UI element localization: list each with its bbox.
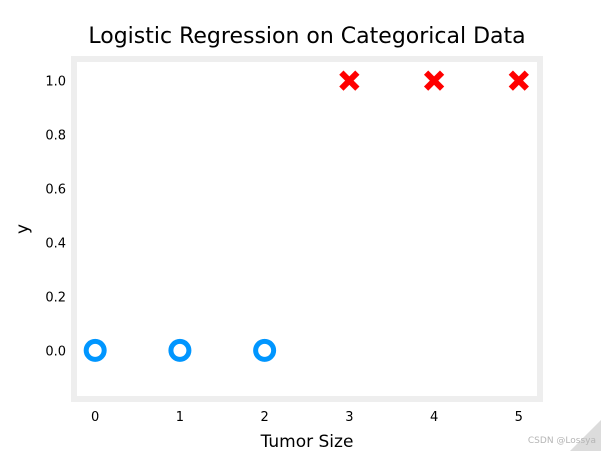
x-tick-label: 4 (430, 410, 438, 425)
circle-marker (168, 338, 192, 362)
y-tick-label: 0.4 (45, 236, 66, 251)
x-marker (508, 70, 529, 91)
x-tick-label: 2 (260, 410, 268, 425)
x-tick-label: 0 (91, 410, 99, 425)
circle-marker (253, 338, 277, 362)
y-tick-label: 0.6 (45, 183, 66, 198)
data-points (83, 70, 529, 362)
x-marker (339, 70, 360, 91)
y-tick-label: 1.0 (45, 75, 66, 90)
x-tick-label: 3 (345, 410, 353, 425)
y-tick-label: 0.2 (45, 290, 66, 305)
y-axis-ticks: 0.0 0.2 0.4 0.6 0.8 1.0 (45, 75, 66, 360)
y-axis-label: y (13, 224, 33, 234)
chart-title: Logistic Regression on Categorical Data (88, 24, 525, 49)
resize-corner-icon (570, 420, 601, 451)
x-axis-label: Tumor Size (260, 432, 354, 451)
circle-marker (83, 338, 107, 362)
x-marker (423, 70, 445, 91)
y-tick-label: 0.8 (45, 129, 66, 144)
y-tick-label: 0.0 (45, 344, 66, 359)
watermark: CSDN @Lossya (528, 436, 596, 446)
x-axis-ticks: 0 1 2 3 4 5 (91, 410, 523, 425)
plot-frame (71, 56, 543, 402)
x-tick-label: 1 (176, 410, 184, 425)
x-tick-label: 5 (515, 410, 523, 425)
